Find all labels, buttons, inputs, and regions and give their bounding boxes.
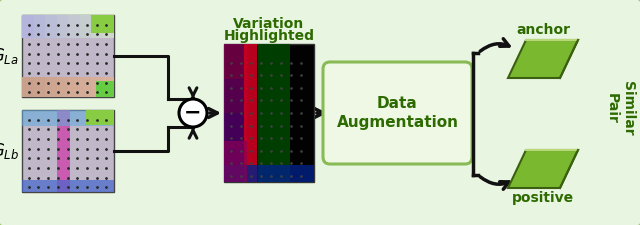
Bar — [258, 44, 290, 182]
Bar — [33, 76, 45, 97]
Bar — [224, 79, 246, 113]
Text: Variation: Variation — [234, 17, 305, 31]
Bar — [22, 76, 33, 97]
Polygon shape — [508, 150, 578, 188]
Bar — [91, 15, 114, 33]
FancyBboxPatch shape — [323, 62, 472, 164]
Bar — [68, 15, 79, 38]
Bar — [244, 44, 257, 182]
Bar — [56, 76, 68, 97]
Text: $G_{La}$: $G_{La}$ — [0, 46, 19, 66]
Bar — [86, 110, 114, 125]
Bar — [224, 44, 314, 182]
Text: Augmentation: Augmentation — [337, 115, 458, 130]
Text: Data: Data — [377, 97, 418, 112]
Bar — [79, 76, 91, 97]
Bar — [22, 15, 33, 38]
Text: Similar
Pair: Similar Pair — [605, 81, 635, 135]
Text: Highlighted: Highlighted — [223, 29, 314, 43]
Bar — [57, 110, 70, 192]
Text: anchor: anchor — [516, 23, 570, 37]
Bar — [102, 76, 114, 97]
Text: $G_{Lb}$: $G_{Lb}$ — [0, 141, 19, 161]
Bar — [56, 15, 68, 38]
Bar — [22, 180, 114, 192]
Bar — [224, 44, 246, 79]
Circle shape — [179, 99, 207, 127]
Bar — [102, 15, 114, 38]
Polygon shape — [508, 40, 578, 78]
Bar — [22, 110, 114, 126]
Bar — [22, 110, 114, 192]
Bar — [68, 76, 79, 97]
Bar — [224, 141, 246, 182]
Bar — [224, 113, 246, 148]
Bar — [79, 15, 91, 38]
Bar — [45, 15, 56, 38]
Text: −: − — [184, 103, 202, 122]
Bar — [22, 15, 114, 97]
Bar — [33, 15, 45, 38]
Bar — [91, 15, 102, 38]
Bar — [224, 165, 314, 182]
Bar — [91, 76, 102, 97]
Text: positive: positive — [512, 191, 574, 205]
Bar — [95, 81, 114, 97]
Bar — [45, 76, 56, 97]
Bar — [224, 148, 246, 182]
